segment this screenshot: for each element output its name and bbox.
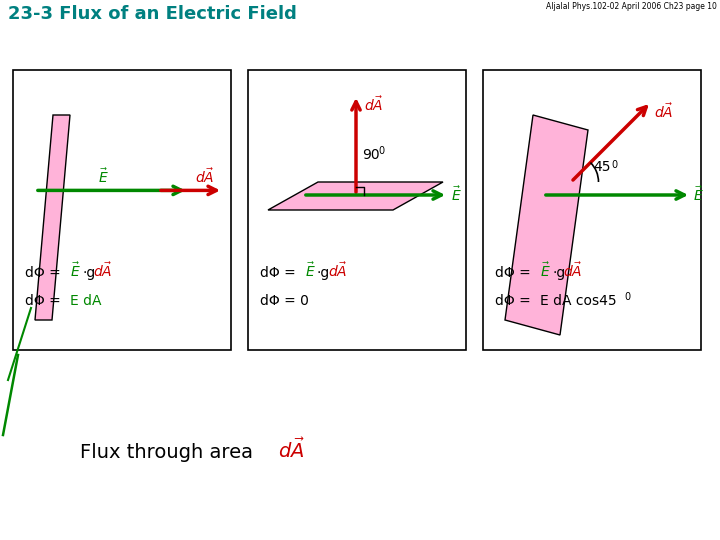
Text: 0: 0 — [624, 292, 630, 302]
Text: 0: 0 — [378, 146, 384, 156]
Text: $d\vec{A}$: $d\vec{A}$ — [563, 261, 582, 280]
Text: $\vec{E}$: $\vec{E}$ — [98, 168, 109, 186]
Text: dΦ = 0: dΦ = 0 — [260, 294, 309, 308]
Text: ·g: ·g — [552, 266, 565, 280]
Text: E dA cos45: E dA cos45 — [540, 294, 616, 308]
Text: $\vec{E}$: $\vec{E}$ — [70, 261, 81, 280]
Text: ·g: ·g — [317, 266, 330, 280]
Text: 0: 0 — [611, 160, 617, 170]
Bar — [248, 70, 466, 350]
Text: $d\vec{A}$: $d\vec{A}$ — [278, 438, 305, 462]
Text: $\vec{E}$: $\vec{E}$ — [305, 261, 316, 280]
Text: $\vec{E}$: $\vec{E}$ — [451, 186, 462, 204]
Text: $d\vec{A}$: $d\vec{A}$ — [93, 261, 112, 280]
Text: ·g: ·g — [82, 266, 95, 280]
Text: Flux through area: Flux through area — [80, 443, 259, 462]
Text: $\vec{E}$: $\vec{E}$ — [540, 261, 551, 280]
Text: 23-3 Flux of an Electric Field: 23-3 Flux of an Electric Field — [8, 5, 297, 23]
Text: 90: 90 — [362, 148, 379, 162]
Text: $d\vec{A}$: $d\vec{A}$ — [328, 261, 347, 280]
Polygon shape — [505, 115, 588, 335]
Text: $d\vec{A}$: $d\vec{A}$ — [195, 168, 215, 186]
Bar — [483, 70, 701, 350]
Text: dΦ =: dΦ = — [25, 294, 65, 308]
Text: dΦ =: dΦ = — [495, 266, 535, 280]
Text: $d\vec{A}$: $d\vec{A}$ — [654, 102, 673, 120]
Polygon shape — [35, 115, 70, 320]
Text: dΦ =: dΦ = — [25, 266, 65, 280]
Text: $\vec{E}$: $\vec{E}$ — [693, 186, 703, 204]
Text: $d\vec{A}$: $d\vec{A}$ — [364, 95, 383, 113]
Polygon shape — [268, 182, 443, 210]
Text: E dA: E dA — [70, 294, 102, 308]
Bar — [13, 70, 231, 350]
Text: Aljalal Phys.102-02 April 2006 Ch23 page 10: Aljalal Phys.102-02 April 2006 Ch23 page… — [546, 2, 717, 11]
Text: 45: 45 — [593, 160, 611, 174]
Text: dΦ =: dΦ = — [260, 266, 300, 280]
Text: dΦ =: dΦ = — [495, 294, 535, 308]
